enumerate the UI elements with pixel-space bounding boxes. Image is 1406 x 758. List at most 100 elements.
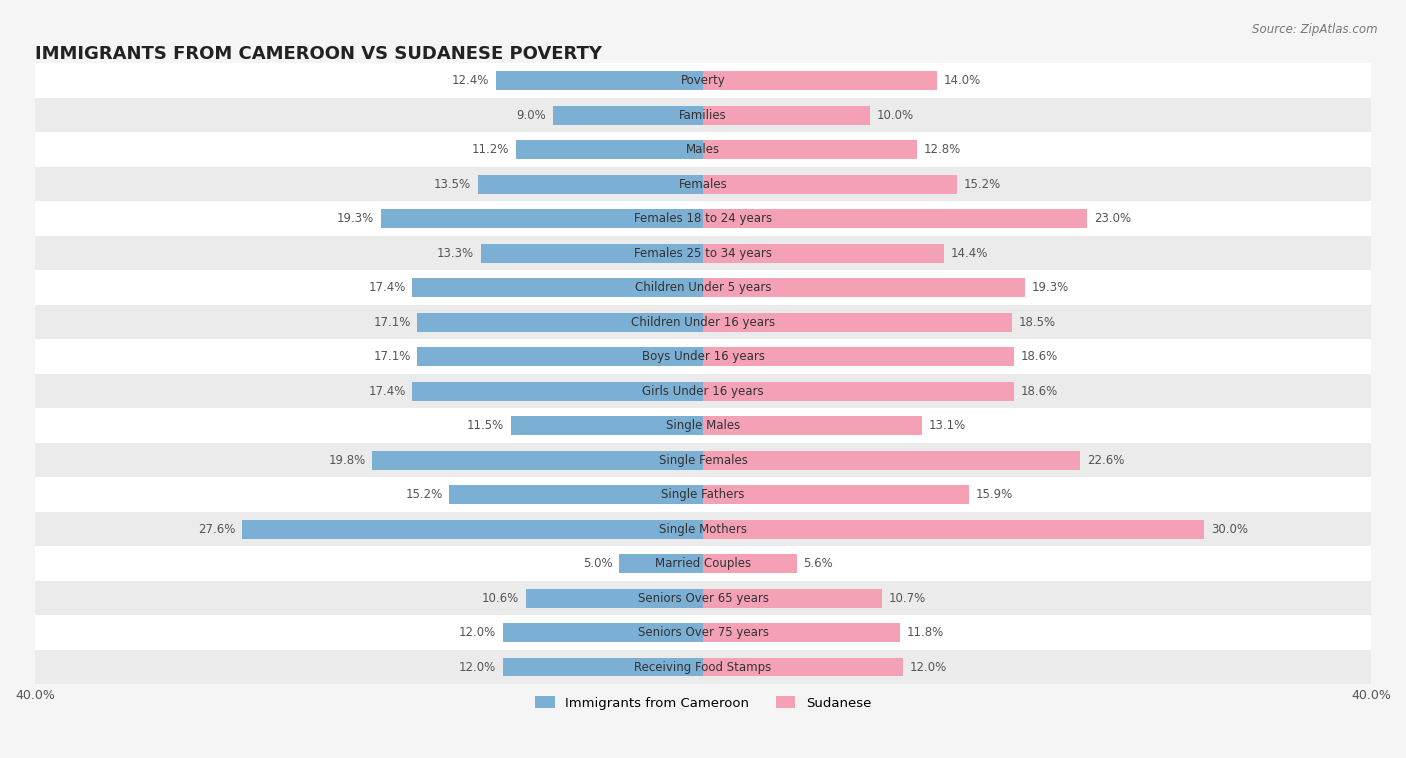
Text: 15.2%: 15.2% xyxy=(963,177,1001,190)
Text: 10.7%: 10.7% xyxy=(889,591,925,605)
Text: 14.4%: 14.4% xyxy=(950,246,987,259)
Bar xyxy=(703,174,957,193)
Text: 12.8%: 12.8% xyxy=(924,143,960,156)
Text: Males: Males xyxy=(686,143,720,156)
Text: Poverty: Poverty xyxy=(681,74,725,87)
Text: 17.4%: 17.4% xyxy=(368,281,406,294)
Text: 17.4%: 17.4% xyxy=(368,384,406,397)
Bar xyxy=(481,243,703,262)
Text: 22.6%: 22.6% xyxy=(1087,453,1125,466)
Bar xyxy=(35,167,1371,202)
Bar xyxy=(703,243,943,262)
Text: IMMIGRANTS FROM CAMEROON VS SUDANESE POVERTY: IMMIGRANTS FROM CAMEROON VS SUDANESE POV… xyxy=(35,45,602,64)
Bar xyxy=(418,312,703,331)
Bar xyxy=(412,381,703,400)
Text: 23.0%: 23.0% xyxy=(1094,212,1130,225)
Bar xyxy=(242,519,703,538)
Bar xyxy=(553,105,703,124)
Text: Children Under 16 years: Children Under 16 years xyxy=(631,315,775,328)
Bar xyxy=(35,615,1371,650)
Text: 17.1%: 17.1% xyxy=(374,350,411,363)
Text: 14.0%: 14.0% xyxy=(943,74,981,87)
Text: Married Couples: Married Couples xyxy=(655,557,751,570)
Text: Seniors Over 75 years: Seniors Over 75 years xyxy=(637,626,769,639)
Bar xyxy=(703,312,1012,331)
Bar xyxy=(35,478,1371,512)
Text: 17.1%: 17.1% xyxy=(374,315,411,328)
Bar xyxy=(516,140,703,159)
Bar xyxy=(502,623,703,642)
Bar xyxy=(510,416,703,435)
Bar xyxy=(35,409,1371,443)
Bar xyxy=(35,236,1371,271)
Text: Single Males: Single Males xyxy=(666,419,740,432)
Bar xyxy=(35,305,1371,340)
Text: 15.9%: 15.9% xyxy=(976,488,1012,501)
Bar xyxy=(35,547,1371,581)
Text: 30.0%: 30.0% xyxy=(1211,522,1247,535)
Text: 27.6%: 27.6% xyxy=(198,522,235,535)
Text: 12.4%: 12.4% xyxy=(451,74,489,87)
Bar xyxy=(35,443,1371,478)
Text: 18.5%: 18.5% xyxy=(1019,315,1056,328)
Text: 11.5%: 11.5% xyxy=(467,419,505,432)
Bar xyxy=(703,450,1080,469)
Text: 12.0%: 12.0% xyxy=(458,626,496,639)
Bar xyxy=(35,202,1371,236)
Text: Boys Under 16 years: Boys Under 16 years xyxy=(641,350,765,363)
Legend: Immigrants from Cameroon, Sudanese: Immigrants from Cameroon, Sudanese xyxy=(530,691,876,715)
Text: 13.5%: 13.5% xyxy=(433,177,471,190)
Bar xyxy=(703,623,900,642)
Bar xyxy=(35,581,1371,615)
Text: Females 25 to 34 years: Females 25 to 34 years xyxy=(634,246,772,259)
Bar xyxy=(412,278,703,297)
Text: Girls Under 16 years: Girls Under 16 years xyxy=(643,384,763,397)
Bar xyxy=(526,588,703,607)
Text: Single Mothers: Single Mothers xyxy=(659,522,747,535)
Text: 15.2%: 15.2% xyxy=(405,488,443,501)
Bar xyxy=(35,340,1371,374)
Text: 11.8%: 11.8% xyxy=(907,626,943,639)
Text: 13.3%: 13.3% xyxy=(437,246,474,259)
Bar xyxy=(703,519,1204,538)
Text: Receiving Food Stamps: Receiving Food Stamps xyxy=(634,660,772,674)
Bar xyxy=(381,209,703,228)
Text: 5.6%: 5.6% xyxy=(803,557,832,570)
Bar xyxy=(478,174,703,193)
Bar xyxy=(703,105,870,124)
Text: Single Females: Single Females xyxy=(658,453,748,466)
Bar xyxy=(703,381,1014,400)
Bar xyxy=(703,554,797,573)
Bar xyxy=(620,554,703,573)
Bar xyxy=(703,140,917,159)
Bar xyxy=(35,271,1371,305)
Bar xyxy=(703,416,922,435)
Text: 19.3%: 19.3% xyxy=(336,212,374,225)
Text: Seniors Over 65 years: Seniors Over 65 years xyxy=(637,591,769,605)
Bar xyxy=(418,347,703,366)
Text: Families: Families xyxy=(679,108,727,121)
Bar xyxy=(502,657,703,676)
Text: Females: Females xyxy=(679,177,727,190)
Bar xyxy=(35,650,1371,684)
Bar xyxy=(703,209,1087,228)
Text: 13.1%: 13.1% xyxy=(928,419,966,432)
Text: Source: ZipAtlas.com: Source: ZipAtlas.com xyxy=(1253,23,1378,36)
Text: 18.6%: 18.6% xyxy=(1021,350,1057,363)
Bar xyxy=(35,374,1371,409)
Bar xyxy=(35,64,1371,98)
Bar xyxy=(35,98,1371,133)
Text: 19.8%: 19.8% xyxy=(329,453,366,466)
Bar xyxy=(703,278,1025,297)
Text: 12.0%: 12.0% xyxy=(910,660,948,674)
Bar xyxy=(35,512,1371,547)
Text: Single Fathers: Single Fathers xyxy=(661,488,745,501)
Bar xyxy=(703,657,904,676)
Bar xyxy=(373,450,703,469)
Bar xyxy=(35,133,1371,167)
Bar xyxy=(703,347,1014,366)
Text: Children Under 5 years: Children Under 5 years xyxy=(634,281,772,294)
Bar xyxy=(703,588,882,607)
Text: 10.6%: 10.6% xyxy=(482,591,519,605)
Text: 9.0%: 9.0% xyxy=(516,108,546,121)
